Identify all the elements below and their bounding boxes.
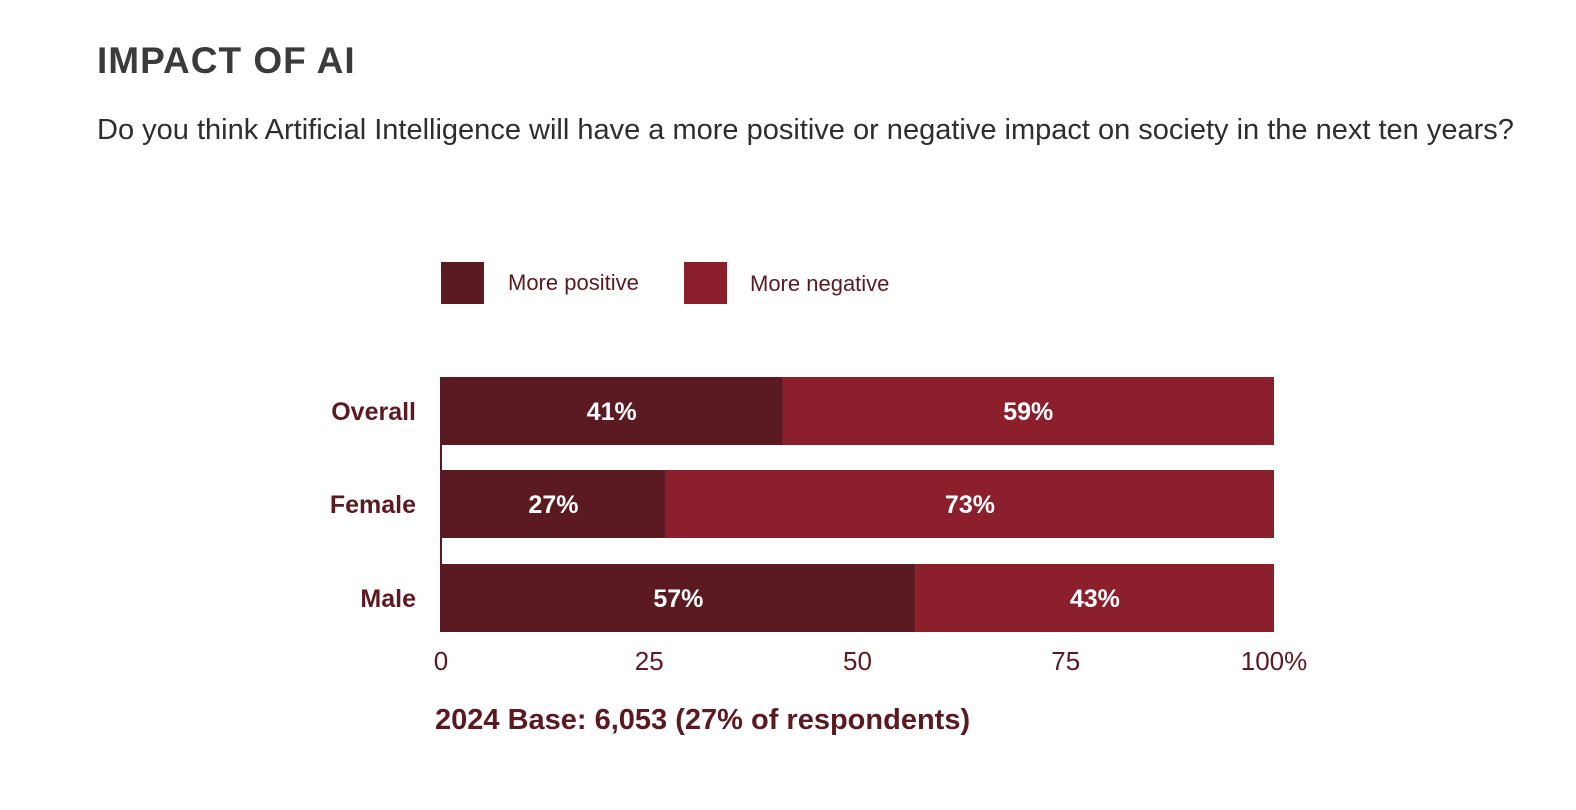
data-label-male-positive: 57%	[653, 585, 703, 613]
x-tick-label-50: 50	[843, 646, 872, 676]
legend-swatch-positive	[441, 262, 484, 304]
x-tick-label-0: 0	[434, 646, 448, 676]
bar-female-negative	[665, 470, 1274, 538]
survey-question: Do you think Artificial Intelligence wil…	[97, 114, 1514, 146]
base-note: 2024 Base: 6,053 (27% of respondents)	[435, 704, 971, 736]
category-label-male: Male	[360, 585, 416, 613]
chart-bars: Overall 41% 59% Female 27% 73% Male 57% 43%	[330, 377, 1274, 632]
bar-overall-positive	[441, 377, 783, 445]
bar-female-positive	[441, 470, 666, 538]
data-label-overall-positive: 41%	[587, 398, 637, 426]
bar-overall-negative	[782, 377, 1274, 445]
stacked-bar-chart: More positive More negative Overall 41% 59%…	[330, 262, 1307, 676]
category-label-female: Female	[330, 491, 416, 519]
data-label-female-negative: 73%	[945, 491, 995, 519]
data-label-female-positive: 27%	[528, 491, 578, 519]
x-tick-label-75: 75	[1051, 646, 1080, 676]
chart-legend: More positive More negative	[441, 262, 889, 304]
bar-male-positive	[441, 564, 916, 632]
bar-male-negative	[915, 564, 1274, 632]
page-title: IMPACT OF AI	[97, 40, 356, 81]
x-tick-label-100: 100%	[1241, 646, 1308, 676]
legend-label-negative: More negative	[750, 271, 889, 296]
legend-swatch-negative	[684, 262, 727, 304]
category-label-overall: Overall	[331, 398, 416, 426]
x-tick-label-25: 25	[635, 646, 664, 676]
data-label-male-negative: 43%	[1070, 585, 1120, 613]
legend-label-positive: More positive	[508, 270, 639, 295]
data-label-overall-negative: 59%	[1003, 398, 1053, 426]
x-axis: 0 25 50 75 100%	[434, 377, 1307, 676]
